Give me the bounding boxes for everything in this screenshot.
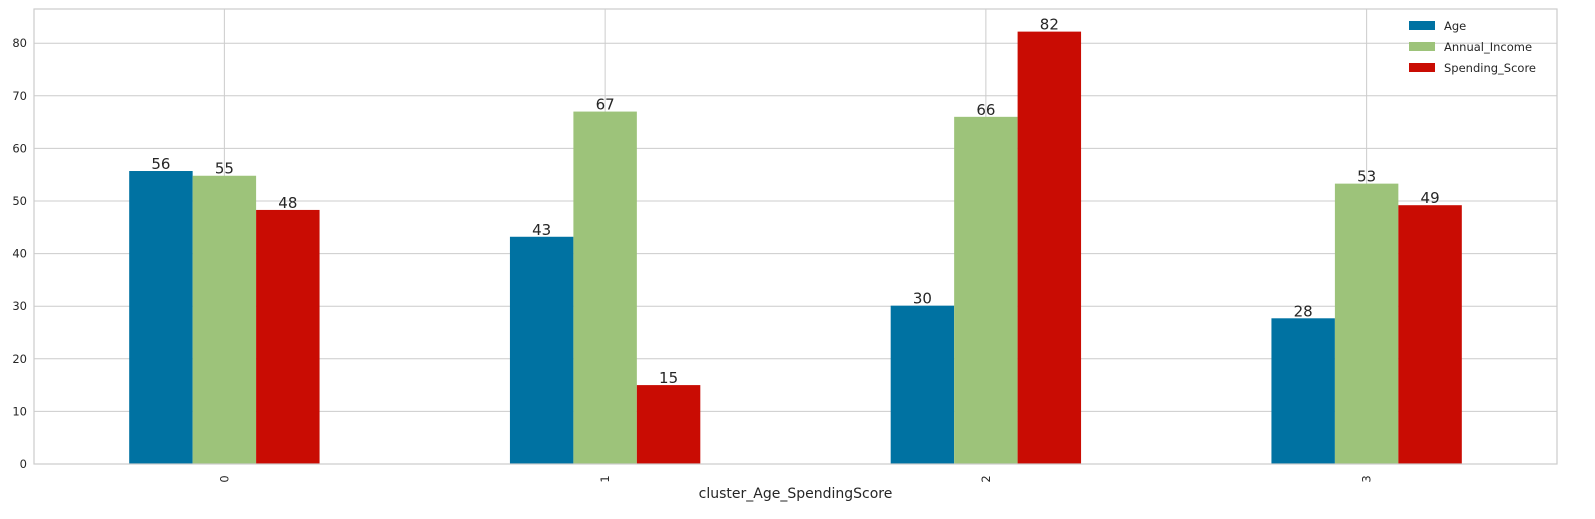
bar bbox=[509, 236, 574, 464]
x-tick-label: 0 bbox=[217, 475, 231, 482]
bar bbox=[573, 111, 637, 464]
x-tick-label: 2 bbox=[979, 475, 993, 482]
data-labels: 56 55 48 43 67 15 30 66 82 28 53 49 bbox=[151, 16, 1439, 387]
legend-label: Age bbox=[1444, 19, 1466, 33]
data-label: 55 bbox=[215, 160, 234, 178]
data-label: 53 bbox=[1357, 168, 1376, 186]
y-tick-label: 0 bbox=[20, 457, 27, 471]
y-tick-label: 40 bbox=[12, 247, 27, 261]
y-tick-label: 80 bbox=[12, 36, 27, 50]
y-tick-label: 50 bbox=[12, 194, 27, 208]
data-label: 82 bbox=[1040, 16, 1059, 34]
data-label: 56 bbox=[151, 155, 170, 173]
data-label: 43 bbox=[532, 221, 551, 239]
x-tick-label: 1 bbox=[598, 475, 612, 482]
bar bbox=[636, 385, 701, 464]
y-tick-label: 10 bbox=[12, 404, 27, 418]
y-tick-label: 30 bbox=[12, 299, 27, 313]
x-tick-label: 3 bbox=[1360, 475, 1374, 482]
legend-label: Spending_Score bbox=[1444, 61, 1536, 75]
x-axis-title: cluster_Age_SpendingScore bbox=[699, 486, 893, 502]
legend-swatch bbox=[1409, 21, 1435, 30]
legend-label: Annual_Income bbox=[1444, 40, 1532, 54]
data-label: 48 bbox=[278, 194, 297, 212]
data-label: 28 bbox=[1294, 302, 1313, 320]
x-axis: 0 1 2 3 bbox=[217, 475, 1373, 482]
bar bbox=[1271, 318, 1335, 464]
data-label: 67 bbox=[596, 96, 615, 114]
data-label: 66 bbox=[976, 101, 995, 119]
legend-swatch bbox=[1409, 63, 1435, 72]
bar bbox=[890, 305, 955, 464]
bars bbox=[129, 31, 1462, 464]
bar bbox=[1017, 31, 1082, 464]
y-tick-label: 60 bbox=[12, 141, 27, 155]
y-tick-label: 70 bbox=[12, 89, 27, 103]
legend: Age Annual_Income Spending_Score bbox=[1409, 19, 1536, 75]
bar bbox=[192, 175, 257, 464]
y-tick-label: 20 bbox=[12, 352, 27, 366]
bar bbox=[1398, 205, 1462, 464]
bar bbox=[954, 116, 1018, 464]
y-axis: 0 10 20 30 40 50 60 70 80 bbox=[12, 36, 27, 471]
data-label: 15 bbox=[659, 369, 678, 387]
bar bbox=[256, 209, 320, 464]
legend-swatch bbox=[1409, 42, 1435, 51]
plot-frame bbox=[33, 8, 1558, 465]
data-label: 49 bbox=[1421, 189, 1440, 207]
bar bbox=[1334, 183, 1399, 464]
bar bbox=[129, 171, 193, 464]
data-label: 30 bbox=[913, 290, 932, 308]
